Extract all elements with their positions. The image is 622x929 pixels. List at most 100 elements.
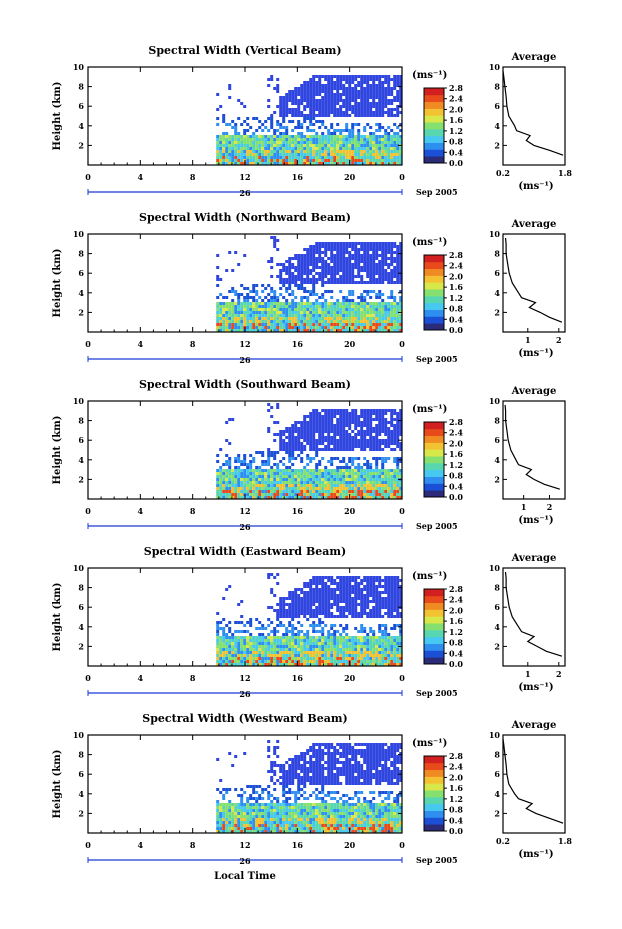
- heatmap-cell: [312, 111, 316, 114]
- heatmap-cell: [273, 320, 277, 323]
- heatmap-cell: [357, 275, 361, 278]
- heatmap-cell: [387, 159, 391, 162]
- heatmap-cell: [384, 427, 388, 430]
- heatmap-cell: [231, 651, 235, 654]
- heatmap-cell: [351, 648, 355, 651]
- heatmap-cell: [228, 320, 232, 323]
- heatmap-cell: [300, 156, 304, 159]
- heatmap-cell: [261, 153, 265, 156]
- heatmap-cell: [216, 639, 220, 642]
- heatmap-cell: [231, 418, 235, 421]
- heatmap-cell: [318, 329, 322, 332]
- heatmap-cell: [390, 412, 394, 415]
- panel-2: Spectral Width (Northward Beam)246810Hei…: [52, 211, 566, 365]
- heatmap-cell: [264, 287, 268, 290]
- heatmap-cell: [300, 111, 304, 114]
- heatmap-cell: [330, 245, 334, 248]
- heatmap-cell: [375, 245, 379, 248]
- heatmap-cell: [240, 648, 244, 651]
- heatmap-cell: [330, 639, 334, 642]
- heatmap-cell: [357, 442, 361, 445]
- heatmap-cell: [372, 457, 376, 460]
- heatmap-cell: [333, 329, 337, 332]
- heatmap-cell: [324, 269, 328, 272]
- heatmap-cell: [330, 105, 334, 108]
- heatmap-cell: [360, 260, 364, 263]
- heatmap-cell: [345, 415, 349, 418]
- heatmap-cell: [384, 460, 388, 463]
- heatmap-cell: [351, 496, 355, 499]
- heatmap-cell: [354, 114, 358, 117]
- heatmap-cell: [276, 153, 280, 156]
- heatmap-cell: [315, 409, 319, 412]
- heatmap-cell: [279, 433, 283, 436]
- heatmap-cell: [270, 451, 274, 454]
- heatmap-cell: [399, 299, 403, 302]
- heatmap-cell: [270, 299, 274, 302]
- heatmap-cell: [315, 150, 319, 153]
- heatmap-cell: [345, 645, 349, 648]
- y-tick-label: 4: [78, 121, 84, 131]
- heatmap-cell: [306, 609, 310, 612]
- heatmap-cell: [345, 111, 349, 114]
- heatmap-cell: [396, 78, 400, 81]
- heatmap-cell: [324, 648, 328, 651]
- heatmap-cell: [288, 645, 292, 648]
- heatmap-cell: [282, 484, 286, 487]
- heatmap-cell: [357, 81, 361, 84]
- heatmap-cell: [327, 156, 331, 159]
- heatmap-cell: [372, 490, 376, 493]
- heatmap-cell: [357, 424, 361, 427]
- heatmap-cell: [234, 457, 238, 460]
- colorbar-swatch: [424, 135, 444, 143]
- heatmap-cell: [306, 630, 310, 633]
- colorbar-swatch: [424, 289, 444, 297]
- heatmap-cell: [345, 311, 349, 314]
- heatmap-cell: [288, 111, 292, 114]
- heatmap-cell: [333, 663, 337, 666]
- heatmap-cell: [333, 427, 337, 430]
- average-x-tick-label: 1: [525, 335, 531, 345]
- heatmap-cell: [306, 591, 310, 594]
- heatmap-cell: [309, 412, 313, 415]
- heatmap-cell: [273, 296, 277, 299]
- heatmap-cell: [375, 308, 379, 311]
- heatmap-cell: [336, 251, 340, 254]
- heatmap-cell: [288, 314, 292, 317]
- heatmap-cell: [318, 159, 322, 162]
- heatmap-cell: [318, 472, 322, 475]
- heatmap-cell: [240, 141, 244, 144]
- heatmap-cell: [333, 475, 337, 478]
- heatmap-cell: [315, 305, 319, 308]
- heatmap-cell: [234, 126, 238, 129]
- heatmap-cell: [375, 293, 379, 296]
- heatmap-cell: [354, 496, 358, 499]
- heatmap-cell: [243, 299, 247, 302]
- heatmap-cell: [375, 412, 379, 415]
- heatmap-cell: [387, 248, 391, 251]
- heatmap-cell: [330, 409, 334, 412]
- heatmap-cell: [393, 409, 397, 412]
- heatmap-cell: [366, 415, 370, 418]
- heatmap-cell: [282, 156, 286, 159]
- heatmap-cell: [348, 585, 352, 588]
- heatmap-cell: [354, 594, 358, 597]
- heatmap-cell: [312, 293, 316, 296]
- heatmap-cell: [393, 442, 397, 445]
- heatmap-cell: [330, 93, 334, 96]
- heatmap-cell: [351, 600, 355, 603]
- heatmap-cell: [300, 436, 304, 439]
- heatmap-cell: [396, 156, 400, 159]
- heatmap-cell: [327, 329, 331, 332]
- heatmap-cell: [333, 153, 337, 156]
- heatmap-cell: [342, 457, 346, 460]
- heatmap-cell: [330, 493, 334, 496]
- heatmap-cell: [267, 493, 271, 496]
- heatmap-cell: [306, 594, 310, 597]
- heatmap-cell: [360, 436, 364, 439]
- heatmap-cell: [288, 317, 292, 320]
- heatmap-cell: [318, 144, 322, 147]
- heatmap-cell: [288, 448, 292, 451]
- heatmap-cell: [270, 123, 274, 126]
- heatmap-cell: [351, 436, 355, 439]
